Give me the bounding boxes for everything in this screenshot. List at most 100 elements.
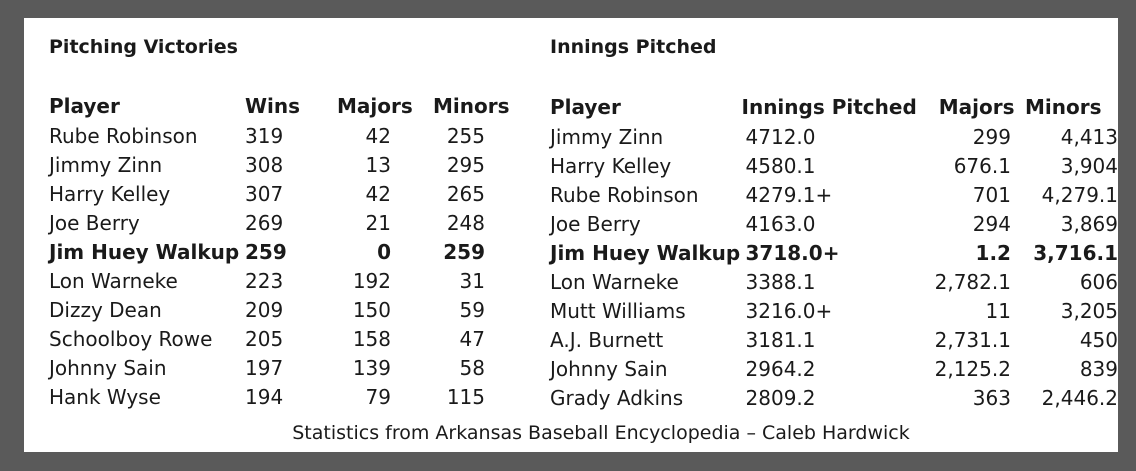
table-row: Johnny Sain 2964.2 2,125.2 839: [550, 354, 1118, 383]
header-majors: Majors: [938, 95, 1015, 119]
table-row: Joe Berry 4163.0 294 3,869: [550, 209, 1118, 238]
minors-cell: 3,904: [1060, 153, 1118, 178]
majors-cell: 676.1: [953, 153, 1011, 178]
player-cell: Lon Warneke: [550, 269, 679, 294]
player-cell: Jim Huey Walkup: [550, 240, 741, 265]
majors-cell: 299: [972, 124, 1011, 149]
table-row: Harry Kelley 307 42 265: [49, 179, 523, 208]
stat-cell: 197: [245, 355, 284, 380]
table-row: Jimmy Zinn 308 13 295: [49, 150, 523, 179]
minors-cell: 58: [459, 355, 485, 380]
table-row: Johnny Sain 197 139 58: [49, 353, 523, 382]
stat-cell: 223: [245, 268, 284, 293]
minors-cell: 4,413: [1060, 124, 1118, 149]
player-cell: Jim Huey Walkup: [49, 239, 240, 264]
minors-cell: 3,869: [1060, 211, 1118, 236]
stat-cell: 308: [245, 152, 284, 177]
minors-cell: 450: [1079, 327, 1118, 352]
header-player: Player: [550, 95, 621, 119]
innings-pitched-table: Player Innings Pitched Majors Minors Jim…: [550, 92, 1118, 412]
stat-cell: 3718.0+: [745, 240, 840, 265]
pitching-victories-title: Pitching Victories: [49, 36, 238, 58]
table-row: A.J. Burnett 3181.1 2,731.1 450: [550, 325, 1118, 354]
majors-cell: 1.2: [975, 240, 1011, 265]
majors-cell: 2,731.1: [934, 327, 1011, 352]
majors-cell: 701: [972, 182, 1011, 207]
stat-cell: 4712.0: [745, 124, 816, 149]
player-cell: Jimmy Zinn: [49, 152, 163, 177]
table-row: Joe Berry 269 21 248: [49, 208, 523, 237]
player-cell: Hank Wyse: [49, 384, 161, 409]
header-majors: Majors: [337, 94, 413, 118]
table-row: Lon Warneke 3388.1 2,782.1 606: [550, 267, 1118, 296]
stats-card: Pitching Victories Innings Pitched Playe…: [24, 18, 1118, 452]
stat-cell: 209: [245, 297, 284, 322]
player-cell: Mutt Williams: [550, 298, 686, 323]
minors-cell: 606: [1079, 269, 1118, 294]
minors-cell: 295: [446, 152, 485, 177]
header-minors: Minors: [433, 94, 510, 118]
minors-cell: 265: [446, 181, 485, 206]
majors-cell: 13: [365, 152, 391, 177]
stat-cell: 307: [245, 181, 284, 206]
player-cell: Joe Berry: [550, 211, 641, 236]
table-row: Hank Wyse 194 79 115: [49, 382, 523, 411]
majors-cell: 79: [365, 384, 391, 409]
minors-cell: 3,205: [1060, 298, 1118, 323]
table-row: Lon Warneke 223 192 31: [49, 266, 523, 295]
table-row: Mutt Williams 3216.0+ 11 3,205: [550, 296, 1118, 325]
player-cell: Rube Robinson: [550, 182, 699, 207]
minors-cell: 47: [459, 326, 485, 351]
minors-cell: 4,279.1: [1041, 182, 1118, 207]
table-header-row: Player Wins Majors Minors: [49, 91, 523, 121]
stat-cell: 259: [245, 239, 287, 264]
header-innings-pitched: Innings Pitched: [741, 95, 917, 119]
player-cell: Rube Robinson: [49, 123, 198, 148]
stat-cell: 3216.0+: [745, 298, 833, 323]
stat-cell: 269: [245, 210, 284, 235]
minors-cell: 259: [443, 239, 485, 264]
table-row: Rube Robinson 319 42 255: [49, 121, 523, 150]
minors-cell: 2,446.2: [1041, 385, 1118, 410]
minors-cell: 839: [1079, 356, 1118, 381]
stat-cell: 2809.2: [745, 385, 816, 410]
player-cell: Johnny Sain: [49, 355, 167, 380]
stat-cell: 319: [245, 123, 284, 148]
player-cell: Dizzy Dean: [49, 297, 162, 322]
table-row: Dizzy Dean 209 150 59: [49, 295, 523, 324]
majors-cell: 192: [352, 268, 391, 293]
header-player: Player: [49, 94, 120, 118]
table-row: Grady Adkins 2809.2 363 2,446.2: [550, 383, 1118, 412]
table-row: Jim Huey Walkup 3718.0+ 1.2 3,716.1: [550, 238, 1118, 267]
majors-cell: 0: [377, 239, 391, 264]
majors-cell: 363: [972, 385, 1011, 410]
stat-cell: 3388.1: [745, 269, 816, 294]
minors-cell: 31: [459, 268, 485, 293]
player-cell: Jimmy Zinn: [550, 124, 664, 149]
player-cell: Harry Kelley: [49, 181, 171, 206]
table-row: Harry Kelley 4580.1 676.1 3,904: [550, 151, 1118, 180]
table-header-row: Player Innings Pitched Majors Minors: [550, 92, 1118, 122]
minors-cell: 255: [446, 123, 485, 148]
player-cell: Lon Warneke: [49, 268, 178, 293]
header-wins: Wins: [245, 94, 301, 118]
majors-cell: 42: [365, 181, 391, 206]
player-cell: Johnny Sain: [550, 356, 668, 381]
minors-cell: 248: [446, 210, 485, 235]
majors-cell: 2,782.1: [934, 269, 1011, 294]
table-row: Rube Robinson 4279.1+ 701 4,279.1: [550, 180, 1118, 209]
player-cell: Joe Berry: [49, 210, 140, 235]
stat-cell: 194: [245, 384, 284, 409]
stat-cell: 4580.1: [745, 153, 816, 178]
stat-cell: 2964.2: [745, 356, 816, 381]
majors-cell: 294: [972, 211, 1011, 236]
innings-pitched-title: Innings Pitched: [550, 36, 717, 58]
player-cell: Harry Kelley: [550, 153, 672, 178]
player-cell: Schoolboy Rowe: [49, 326, 213, 351]
minors-cell: 59: [459, 297, 485, 322]
stat-cell: 3181.1: [745, 327, 816, 352]
stat-cell: 4279.1+: [745, 182, 833, 207]
majors-cell: 158: [352, 326, 391, 351]
minors-cell: 115: [446, 384, 485, 409]
majors-cell: 139: [352, 355, 391, 380]
